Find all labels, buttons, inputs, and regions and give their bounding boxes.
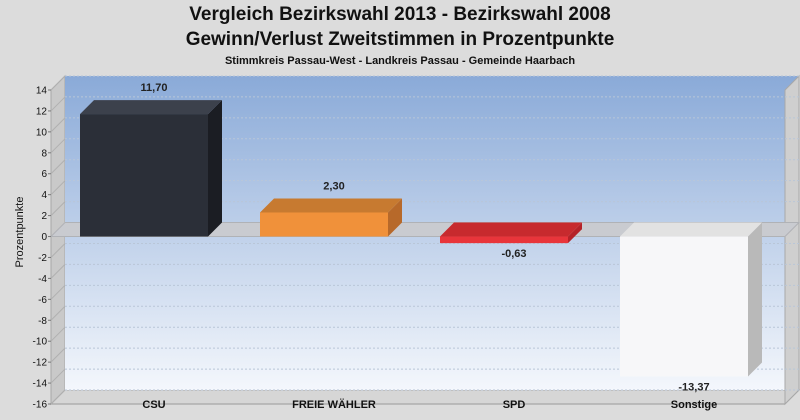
bar-top xyxy=(620,222,762,237)
gridline-wall xyxy=(50,201,66,216)
x-tick-label: Sonstige xyxy=(671,399,717,411)
data-label: -0,63 xyxy=(501,248,526,260)
y-tick-label: -2 xyxy=(38,253,47,264)
bar-side xyxy=(748,222,762,377)
plot-right-wall xyxy=(784,74,800,406)
chart-title: Vergleich Bezirkswahl 2013 - Bezirkswahl… xyxy=(189,4,611,25)
bar xyxy=(80,100,222,237)
y-tick-label: 6 xyxy=(41,169,47,180)
y-tick-label: -14 xyxy=(33,379,48,390)
y-tick-label: -8 xyxy=(38,316,47,327)
bar-side xyxy=(388,198,402,237)
bar-front xyxy=(440,236,568,244)
gridline-wall xyxy=(50,117,66,133)
y-tick-label: 10 xyxy=(36,127,48,138)
gridline-wall xyxy=(50,138,66,154)
x-tick-label: CSU xyxy=(142,399,165,411)
gridline-wall xyxy=(50,326,66,342)
bar-top xyxy=(80,100,222,115)
gridline-wall xyxy=(50,389,66,405)
gridline-wall xyxy=(50,264,66,279)
bar-front xyxy=(260,212,388,237)
bar-side xyxy=(208,100,222,237)
bar xyxy=(620,222,762,377)
bar xyxy=(260,198,402,237)
gridline-wall xyxy=(50,180,66,196)
y-tick-label: 14 xyxy=(36,86,48,97)
y-tick-label: 2 xyxy=(41,211,47,222)
gridline-wall xyxy=(50,243,66,258)
bar-top xyxy=(440,222,582,237)
chart-subtitle: Gewinn/Verlust Zweitstimmen in Prozentpu… xyxy=(185,29,615,50)
chart-location-subtitle: Stimmkreis Passau-West - Landkreis Passa… xyxy=(224,55,576,67)
gridline-wall xyxy=(50,159,66,175)
gridline-wall xyxy=(50,75,66,91)
bar-front xyxy=(620,236,748,377)
x-tick-label: SPD xyxy=(503,399,526,411)
gridline-wall xyxy=(50,368,66,384)
y-tick-label: -12 xyxy=(33,358,48,369)
y-tick-label: 0 xyxy=(41,232,47,243)
gridline-wall xyxy=(50,96,66,112)
x-tick-label: FREIE WÄHLER xyxy=(292,398,376,411)
bar xyxy=(440,222,582,244)
y-tick-label: -10 xyxy=(33,337,48,348)
y-tick-label: 12 xyxy=(36,106,48,117)
gridline-wall xyxy=(50,347,66,363)
y-tick-label: -6 xyxy=(38,295,47,306)
y-tick-label: -4 xyxy=(38,274,47,285)
bar-front xyxy=(80,114,208,237)
gridline-wall xyxy=(50,305,66,321)
y-tick-label: 4 xyxy=(41,190,47,201)
data-label: 11,70 xyxy=(141,82,168,94)
y-tick-label: -16 xyxy=(33,400,48,411)
bar-top xyxy=(260,198,402,213)
bar-side xyxy=(568,222,582,244)
gridline-wall xyxy=(50,284,66,300)
data-label: -13,37 xyxy=(678,381,709,393)
y-axis-label: Prozentpunkte xyxy=(14,197,26,268)
y-tick-label: 8 xyxy=(41,148,47,159)
data-label: 2,30 xyxy=(323,180,344,192)
